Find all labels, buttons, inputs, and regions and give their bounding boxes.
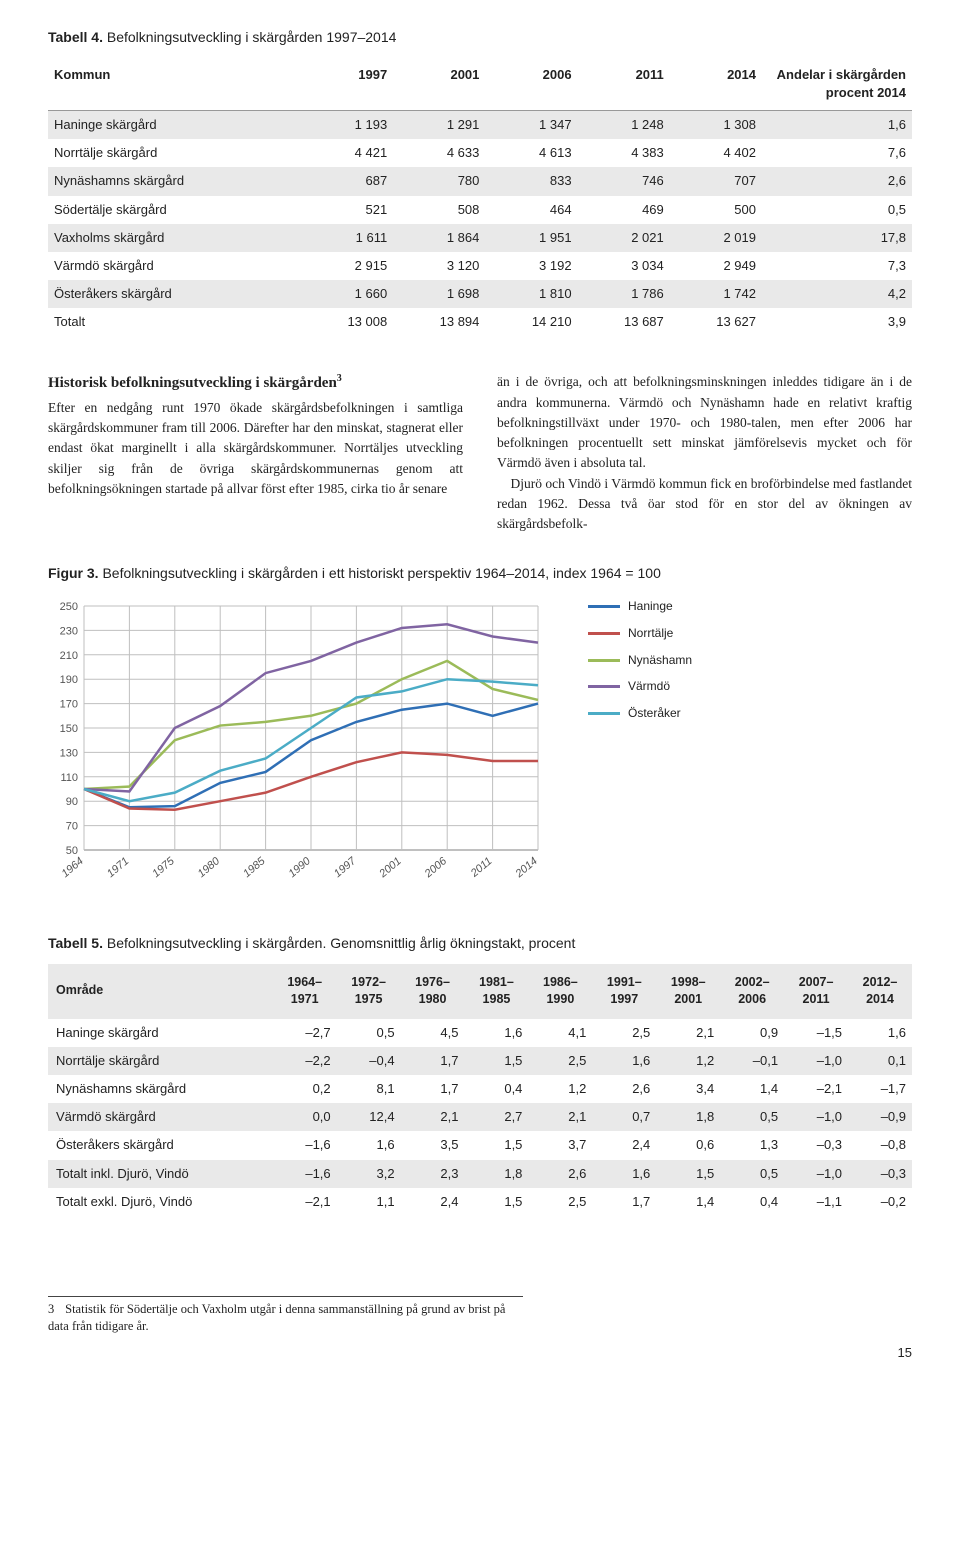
table-row: Södertälje skärgård5215084644695000,5: [48, 196, 912, 224]
table-row: Nynäshamns skärgård6877808337467072,6: [48, 167, 912, 195]
table5-col: 1986–1990: [528, 964, 592, 1019]
figure3-legend: Haninge Norrtälje Nynäshamn Värmdö Österåker: [588, 598, 692, 732]
svg-text:1985: 1985: [241, 855, 268, 880]
legend-label: Värmdö: [628, 678, 670, 695]
right-paragraph-2: Djurö och Vindö i Värmdö kommun fick en …: [497, 474, 912, 535]
table5-col: 1976–1980: [401, 964, 465, 1019]
legend-label: Nynäshamn: [628, 652, 692, 669]
left-paragraph: Efter en nedgång runt 1970 ökade skärgår…: [48, 398, 463, 499]
table5-col: 1991–1997: [592, 964, 656, 1019]
table5-col: 1972–1975: [337, 964, 401, 1019]
svg-text:130: 130: [60, 747, 78, 759]
legend-item: Haninge: [588, 598, 692, 615]
table4-label: Tabell 4.: [48, 29, 103, 45]
figure3-title: Figur 3. Befolkningsutveckling i skärgår…: [48, 564, 912, 584]
svg-text:250: 250: [60, 601, 78, 613]
svg-text:2014: 2014: [513, 855, 540, 881]
table5-col: 1998–2001: [656, 964, 720, 1019]
table-row: Norrtälje skärgård4 4214 6334 6134 3834 …: [48, 139, 912, 167]
section-heading-text: Historisk befolkningsutveckling i skärgå…: [48, 375, 337, 391]
table-row: Totalt exkl. Djurö, Vindö–2,11,12,41,52,…: [48, 1188, 912, 1216]
table-row: Värmdö skärgård0,012,42,12,72,10,71,80,5…: [48, 1103, 912, 1131]
legend-item: Nynäshamn: [588, 652, 692, 669]
table4-header-row: Kommun19972001200620112014Andelar i skär…: [48, 58, 912, 111]
figure3-label: Figur 3.: [48, 565, 99, 581]
table4-col: Kommun: [48, 58, 301, 111]
svg-text:1990: 1990: [286, 855, 313, 880]
table4-col: 2011: [578, 58, 670, 111]
table5-col: 2007–2011: [784, 964, 848, 1019]
footnote: 3 Statistik för Södertälje och Vaxholm u…: [48, 1296, 523, 1336]
table5-title: Tabell 5. Befolkningsutveckling i skärgå…: [48, 934, 912, 954]
table-row: Haninge skärgård1 1931 2911 3471 2481 30…: [48, 110, 912, 139]
svg-text:1997: 1997: [332, 855, 359, 880]
svg-text:1980: 1980: [196, 855, 223, 880]
legend-swatch: [588, 659, 620, 662]
table5-col: 2002–2006: [720, 964, 784, 1019]
table4-col: 1997: [301, 58, 393, 111]
svg-text:190: 190: [60, 674, 78, 686]
legend-swatch: [588, 712, 620, 715]
table5-col: 1981–1985: [465, 964, 529, 1019]
section-heading-sup: 3: [337, 373, 342, 384]
table4: Kommun19972001200620112014Andelar i skär…: [48, 58, 912, 337]
left-column: Historisk befolkningsutveckling i skärgå…: [48, 372, 463, 534]
figure3-wrap: 50 70 90 110 130 150 170 190 210 230 250 1964 1971 19…: [48, 598, 912, 898]
table4-col: 2006: [485, 58, 577, 111]
svg-text:1975: 1975: [150, 855, 177, 880]
table-row: Nynäshamns skärgård0,28,11,70,41,22,63,4…: [48, 1075, 912, 1103]
svg-text:2006: 2006: [422, 855, 450, 881]
svg-text:2011: 2011: [468, 855, 495, 880]
svg-text:1964: 1964: [59, 855, 85, 880]
table-row: Värmdö skärgård2 9153 1203 1923 0342 949…: [48, 252, 912, 280]
footnote-num: 3: [48, 1301, 62, 1319]
legend-swatch: [588, 685, 620, 688]
table4-col: Andelar i skärgårdenprocent 2014: [762, 58, 912, 111]
legend-swatch: [588, 632, 620, 635]
table4-title: Tabell 4. Befolkningsutveckling i skärgå…: [48, 28, 912, 48]
table-row: Vaxholms skärgård1 6111 8641 9512 0212 0…: [48, 224, 912, 252]
table5-label: Tabell 5.: [48, 935, 103, 951]
legend-item: Värmdö: [588, 678, 692, 695]
footnote-text: Statistik för Södertälje och Vaxholm utg…: [48, 1302, 505, 1334]
svg-text:70: 70: [66, 821, 78, 833]
right-column: än i de övriga, och att befolkningsminsk…: [497, 372, 912, 534]
table5: Område1964–19711972–19751976–19801981–19…: [48, 964, 912, 1216]
table5-col: Område: [48, 964, 273, 1019]
table5-col: 1964–1971: [273, 964, 337, 1019]
table-row: Totalt13 00813 89414 21013 68713 6273,9: [48, 308, 912, 336]
table4-col: 2014: [670, 58, 762, 111]
svg-text:90: 90: [66, 796, 78, 808]
svg-text:2001: 2001: [376, 855, 403, 881]
legend-label: Haninge: [628, 598, 673, 615]
table-row: Totalt inkl. Djurö, Vindö–1,63,22,31,82,…: [48, 1160, 912, 1188]
figure3-chart: 50 70 90 110 130 150 170 190 210 230 250 1964 1971 19…: [48, 598, 548, 898]
legend-label: Norrtälje: [628, 625, 673, 642]
table5-title-text: Befolkningsutveckling i skärgården. Geno…: [107, 935, 575, 951]
legend-swatch: [588, 605, 620, 608]
legend-item: Österåker: [588, 705, 692, 722]
legend-label: Österåker: [628, 705, 681, 722]
body-columns: Historisk befolkningsutveckling i skärgå…: [48, 372, 912, 534]
svg-text:170: 170: [60, 699, 78, 711]
svg-text:1971: 1971: [105, 855, 131, 880]
table4-col: 2001: [393, 58, 485, 111]
legend-item: Norrtälje: [588, 625, 692, 642]
page-number: 15: [48, 1344, 912, 1362]
right-paragraph-1: än i de övriga, och att befolkningsminsk…: [497, 372, 912, 473]
section-heading: Historisk befolkningsutveckling i skärgå…: [48, 372, 463, 394]
table5-header-row: Område1964–19711972–19751976–19801981–19…: [48, 964, 912, 1019]
table-row: Norrtälje skärgård–2,2–0,41,71,52,51,61,…: [48, 1047, 912, 1075]
svg-text:110: 110: [60, 772, 78, 784]
table-row: Österåkers skärgård1 6601 6981 8101 7861…: [48, 280, 912, 308]
table4-title-text: Befolkningsutveckling i skärgården 1997–…: [107, 29, 397, 45]
svg-text:210: 210: [60, 650, 78, 662]
svg-text:230: 230: [60, 625, 78, 637]
table-row: Österåkers skärgård–1,61,63,51,53,72,40,…: [48, 1131, 912, 1159]
table-row: Haninge skärgård–2,70,54,51,64,12,52,10,…: [48, 1019, 912, 1047]
figure3-title-text: Befolkningsutveckling i skärgården i ett…: [102, 565, 660, 581]
svg-text:50: 50: [66, 845, 78, 857]
table5-col: 2012–2014: [848, 964, 912, 1019]
svg-text:150: 150: [60, 723, 78, 735]
